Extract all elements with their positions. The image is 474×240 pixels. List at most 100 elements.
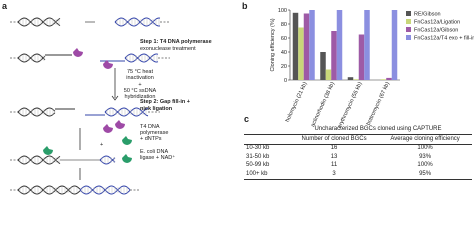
table-cell: 93% — [419, 153, 432, 160]
dna-strand — [124, 53, 159, 63]
dna-strand — [17, 107, 56, 117]
legend-swatch — [406, 35, 411, 40]
y-tick-label: 80 — [281, 22, 287, 28]
table: Number of cloned BGCs Average cloning eff… — [244, 134, 472, 180]
dna-strand — [17, 185, 81, 195]
bar — [303, 13, 310, 80]
table-row: 50-99 kb 11 100% — [244, 162, 472, 171]
figure: a b Step 1: T4 DNA polymerase exonuclease… — [2, 1, 474, 195]
panel-label: b — [242, 1, 248, 11]
enzyme-icon — [122, 136, 132, 145]
bar — [292, 12, 299, 80]
bar — [331, 31, 337, 80]
dna-strand — [104, 107, 149, 117]
table-title: Uncharacterized BGCs cloned using CAPTUR… — [314, 126, 442, 132]
figure-svg: a b Step 1: T4 DNA polymeraseexonuclease… — [2, 1, 474, 195]
diagram-text: 50 °C ssDNA — [124, 88, 157, 94]
diagram-text: 75 °C heat — [127, 69, 154, 75]
table-cell: 16 — [330, 145, 338, 151]
bar — [325, 69, 332, 80]
bar — [391, 10, 398, 80]
dna-strand — [99, 155, 116, 163]
y-tick-label: 0 — [284, 78, 287, 84]
enzyme-icon — [43, 146, 53, 155]
bar — [358, 34, 365, 80]
table-cell: 100% — [417, 145, 433, 151]
legend-swatch — [406, 27, 411, 32]
legend-label: FnCas12a/T4 exo + fill-in — [414, 36, 474, 42]
diagram-text: polymerase — [140, 130, 168, 136]
panel-label: a — [2, 1, 8, 11]
diagram-text: inactivation — [126, 75, 154, 81]
dna-strand — [17, 17, 61, 27]
bar — [353, 79, 359, 80]
table-cell: 10-30 kb — [246, 145, 270, 151]
diagram-text: Step 1: T4 DNA polymerase — [140, 39, 212, 45]
table-cell: 100+ kb — [244, 170, 290, 180]
dna-strand — [17, 107, 56, 117]
diagram-text: nick ligation — [140, 106, 173, 112]
table-cell: 3 — [290, 170, 379, 180]
dna-strand — [17, 17, 61, 27]
bar — [320, 52, 326, 80]
diagram-text: Step 2: Gap fill-in + — [140, 99, 190, 105]
bar — [386, 77, 392, 80]
table-cell: 11 — [330, 162, 338, 168]
y-tick-label: 100 — [278, 8, 287, 14]
table-header-cell: Number of cloned BGCs — [290, 134, 379, 145]
diagram-text: ligase + NAD⁺ — [140, 154, 175, 161]
bar — [347, 77, 354, 80]
table-row: 10-30 kb 16 100% — [244, 144, 472, 153]
table-panel: c Uncharacterized BGCs cloned using CAPT… — [244, 114, 472, 180]
diagram-text: + — [100, 142, 103, 148]
bar — [298, 27, 304, 80]
diagram-text: + — [138, 82, 141, 88]
legend-label: FnCas12a/Gibson — [414, 28, 458, 34]
y-tick-label: 40 — [281, 50, 287, 56]
dna-strand — [124, 53, 159, 63]
table-cell: 100% — [417, 162, 433, 168]
enzyme-icon — [115, 120, 125, 129]
y-tick-label: 20 — [281, 64, 287, 70]
dna-strand — [17, 53, 46, 63]
diagram-text: exonuclease treatment — [140, 46, 196, 52]
dna-strand — [114, 17, 161, 27]
bar — [364, 10, 370, 80]
bar — [336, 10, 343, 80]
y-axis-label: Cloning efficiency (%) — [270, 18, 276, 71]
table-row: 100+ kb 3 95% — [244, 170, 472, 180]
enzyme-icon — [103, 124, 113, 133]
table-header-row: Number of cloned BGCs Average cloning eff… — [244, 134, 472, 145]
table-header-cell — [244, 134, 290, 145]
legend-label: RE/Gibson — [414, 12, 441, 18]
diagram-text: T4 DNA — [140, 124, 160, 130]
bar — [380, 79, 387, 80]
table-cell: 13 — [330, 153, 338, 160]
enzyme-icon — [73, 48, 83, 57]
dna-strand — [17, 185, 81, 195]
table-cell: 31-50 kb — [246, 153, 270, 160]
legend-swatch — [406, 19, 411, 24]
table-cell: 50-99 kb — [246, 162, 270, 168]
dna-strand — [17, 155, 61, 165]
y-tick-label: 60 — [281, 36, 287, 42]
table-cell: 95% — [378, 170, 472, 180]
enzyme-icon — [103, 60, 113, 69]
dna-strand — [79, 185, 131, 195]
legend-label: FnCas12a/Ligation — [414, 20, 460, 26]
dna-strand — [104, 107, 149, 117]
diagram-text: E. coli DNA — [140, 149, 168, 155]
diagram-text: hybridization — [125, 94, 156, 100]
diagram-text: + dNTPs — [140, 136, 162, 142]
panel-label: c — [244, 114, 250, 124]
table-header-cell: Average cloning efficiency — [378, 134, 472, 145]
bar — [309, 10, 315, 80]
table-row: 31-50 kb 13 93% — [244, 153, 472, 162]
enzyme-icon — [122, 154, 132, 163]
arrow-head — [111, 95, 119, 101]
legend-swatch — [406, 11, 411, 16]
dna-strand — [17, 155, 61, 165]
dna-strand — [17, 53, 46, 63]
